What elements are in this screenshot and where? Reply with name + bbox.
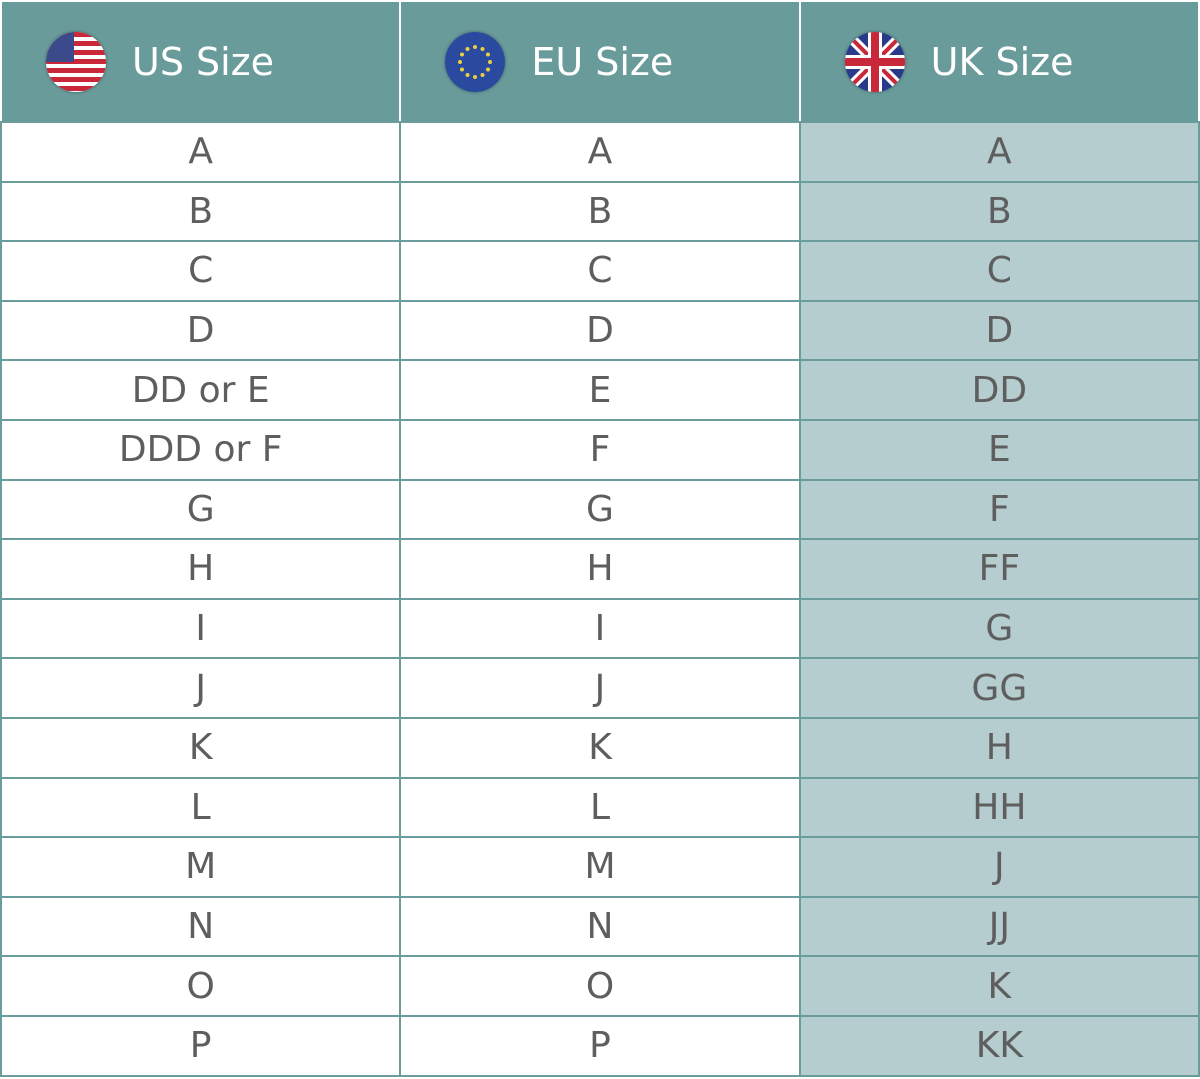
eu-size-cell: G — [399, 478, 801, 541]
us-size-cell: B — [0, 180, 402, 243]
uk-size-cell: FF — [798, 538, 1200, 600]
uk-size-cell: A — [798, 121, 1200, 183]
us-size-cell: N — [0, 895, 402, 958]
table-row: DD or E E DD — [0, 359, 1200, 421]
us-size-cell: O — [0, 955, 402, 1017]
header-label: EU Size — [531, 39, 674, 84]
eu-flag-icon — [445, 31, 506, 92]
table-row: L L HH — [0, 776, 1200, 839]
table-row: J J GG — [0, 657, 1200, 719]
eu-size-cell: O — [399, 955, 801, 1017]
us-size-cell: L — [0, 776, 402, 839]
eu-size-cell: J — [399, 657, 801, 719]
uk-size-cell: B — [798, 180, 1200, 243]
uk-size-cell: JJ — [798, 895, 1200, 958]
uk-size-cell: KK — [798, 1014, 1200, 1077]
us-size-cell: C — [0, 240, 402, 302]
us-size-cell: DDD or F — [0, 418, 402, 481]
us-size-cell: DD or E — [0, 359, 402, 421]
uk-size-cell: K — [798, 955, 1200, 1017]
table-row: N N JJ — [0, 895, 1200, 958]
eu-size-cell: I — [399, 597, 801, 660]
eu-size-cell: L — [399, 776, 801, 839]
eu-size-cell: K — [399, 716, 801, 779]
us-size-cell: D — [0, 299, 402, 362]
us-size-cell: J — [0, 657, 402, 719]
eu-size-cell: E — [399, 359, 801, 421]
uk-size-cell: H — [798, 716, 1200, 779]
uk-size-cell: F — [798, 478, 1200, 541]
uk-size-cell: C — [798, 240, 1200, 302]
us-flag-icon — [46, 31, 106, 92]
uk-size-cell: J — [798, 836, 1200, 898]
uk-size-cell: D — [798, 299, 1200, 362]
us-size-cell: I — [0, 597, 402, 660]
header-label: US Size — [132, 39, 275, 84]
uk-flag-icon — [844, 31, 905, 92]
uk-size-cell: HH — [798, 776, 1200, 839]
uk-size-cell: GG — [798, 657, 1200, 719]
header-uk: UK Size — [798, 0, 1200, 123]
header-eu: EU Size — [399, 0, 801, 123]
uk-size-cell: E — [798, 418, 1200, 481]
us-size-cell: A — [0, 121, 402, 183]
eu-size-cell: A — [399, 121, 801, 183]
eu-size-cell: H — [399, 538, 801, 600]
header-row: US Size EU Size UK Size — [0, 0, 1200, 123]
eu-size-cell: F — [399, 418, 801, 481]
uk-size-cell: G — [798, 597, 1200, 660]
eu-size-cell: N — [399, 895, 801, 958]
us-size-cell: H — [0, 538, 402, 600]
table-row: P P KK — [0, 1014, 1200, 1077]
us-size-cell: P — [0, 1014, 402, 1077]
us-size-cell: K — [0, 716, 402, 779]
header-label: UK Size — [930, 39, 1074, 84]
header-us: US Size — [0, 0, 402, 123]
eu-size-cell: P — [399, 1014, 801, 1077]
uk-size-cell: DD — [798, 359, 1200, 421]
us-size-cell: M — [0, 836, 402, 898]
us-size-cell: G — [0, 478, 402, 541]
eu-size-cell: C — [399, 240, 801, 302]
eu-size-cell: B — [399, 180, 801, 243]
table-row: H H FF — [0, 538, 1200, 600]
eu-size-cell: M — [399, 836, 801, 898]
eu-size-cell: D — [399, 299, 801, 362]
